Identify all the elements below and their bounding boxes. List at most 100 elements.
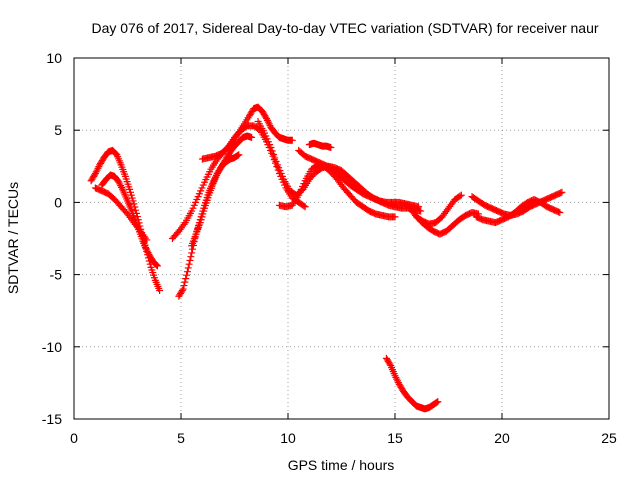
data-point — [141, 242, 149, 250]
data-point — [118, 185, 126, 193]
data-point — [182, 275, 190, 283]
series-track-c — [91, 184, 151, 244]
data-point — [94, 164, 102, 172]
data-point — [434, 398, 442, 406]
data-point — [392, 373, 400, 381]
data-point — [263, 116, 271, 124]
data-point — [132, 206, 140, 214]
data-point — [118, 183, 126, 191]
data-point — [386, 360, 394, 368]
x-tick-label: 20 — [494, 430, 510, 446]
data-point — [141, 243, 149, 251]
x-tick-labels: 0 5 10 15 20 25 — [70, 430, 617, 446]
data-point — [142, 245, 150, 253]
data-point — [180, 282, 188, 290]
series-track-j — [295, 146, 425, 215]
data-point — [152, 260, 160, 268]
data-point — [183, 268, 191, 276]
data-point — [93, 166, 101, 174]
data-point — [556, 209, 564, 217]
data-point — [178, 286, 186, 294]
data-point — [153, 262, 161, 270]
data-point — [394, 379, 402, 387]
series-track-d — [168, 103, 288, 242]
x-tick-label: 15 — [387, 430, 403, 446]
series-track-n — [412, 191, 465, 228]
x-tick-label: 5 — [177, 430, 185, 446]
data-point — [144, 249, 152, 257]
data-point — [267, 144, 275, 152]
data-point — [417, 207, 425, 215]
y-tick-label: 5 — [54, 122, 62, 138]
data-point — [558, 188, 566, 196]
y-tick-label: -5 — [50, 267, 63, 283]
data-point — [185, 260, 193, 268]
data-point — [264, 118, 272, 126]
data-point — [271, 154, 279, 162]
data-point — [180, 220, 188, 228]
series-track-f — [188, 151, 243, 250]
series-track-q — [382, 354, 442, 413]
data-point — [130, 200, 138, 208]
chart-title: Day 076 of 2017, Sidereal Day-to-day VTE… — [91, 20, 598, 36]
data-point — [156, 286, 164, 294]
series-track-o — [468, 188, 566, 219]
y-tick-label: 0 — [54, 194, 62, 210]
data-points — [87, 103, 566, 413]
data-point — [183, 271, 191, 279]
data-point — [111, 149, 119, 157]
data-point — [235, 151, 243, 159]
data-point — [300, 202, 308, 210]
data-point — [181, 278, 189, 286]
plot-frame — [73, 57, 610, 420]
series-track-p — [472, 196, 564, 227]
data-point — [262, 113, 270, 121]
data-point — [153, 261, 161, 269]
data-point — [91, 170, 99, 178]
data-point — [186, 256, 194, 264]
data-point — [394, 377, 402, 385]
data-point — [457, 191, 465, 199]
y-axis-label: SDTVAR / TECUs — [5, 182, 21, 294]
data-point — [265, 120, 273, 128]
data-point — [133, 213, 141, 221]
data-point — [92, 168, 100, 176]
data-point — [456, 192, 464, 200]
data-point — [268, 147, 276, 155]
data-point — [184, 264, 192, 272]
data-point — [179, 285, 187, 293]
data-point — [248, 133, 256, 141]
data-point — [117, 182, 125, 190]
x-axis-label: GPS time / hours — [288, 457, 395, 473]
x-tick-label: 10 — [280, 430, 296, 446]
data-point — [269, 150, 277, 158]
data-point — [141, 234, 149, 242]
data-point — [188, 249, 196, 257]
y-tick-labels: -15 -10 -5 0 5 10 — [42, 50, 62, 427]
data-point — [272, 157, 280, 165]
data-point — [143, 247, 151, 255]
data-point — [91, 171, 99, 179]
data-point — [116, 180, 124, 188]
data-point — [95, 163, 103, 171]
x-tick-label: 25 — [601, 430, 617, 446]
data-point — [391, 372, 399, 380]
series-track-k — [305, 139, 335, 152]
data-point — [263, 115, 271, 123]
data-point — [288, 136, 296, 144]
y-tick-label: -10 — [42, 339, 62, 355]
data-point — [143, 236, 151, 244]
x-tick-label: 0 — [70, 430, 78, 446]
y-tick-label: -15 — [42, 411, 62, 427]
series-track-l — [275, 133, 296, 144]
data-point — [391, 213, 399, 221]
data-point — [393, 375, 401, 383]
grid — [74, 58, 609, 419]
series-track-a — [87, 146, 164, 294]
axis-ticks — [73, 57, 610, 420]
data-point — [187, 253, 195, 261]
data-point — [301, 203, 309, 211]
series-track-h — [254, 118, 423, 211]
y-tick-label: 10 — [46, 50, 62, 66]
